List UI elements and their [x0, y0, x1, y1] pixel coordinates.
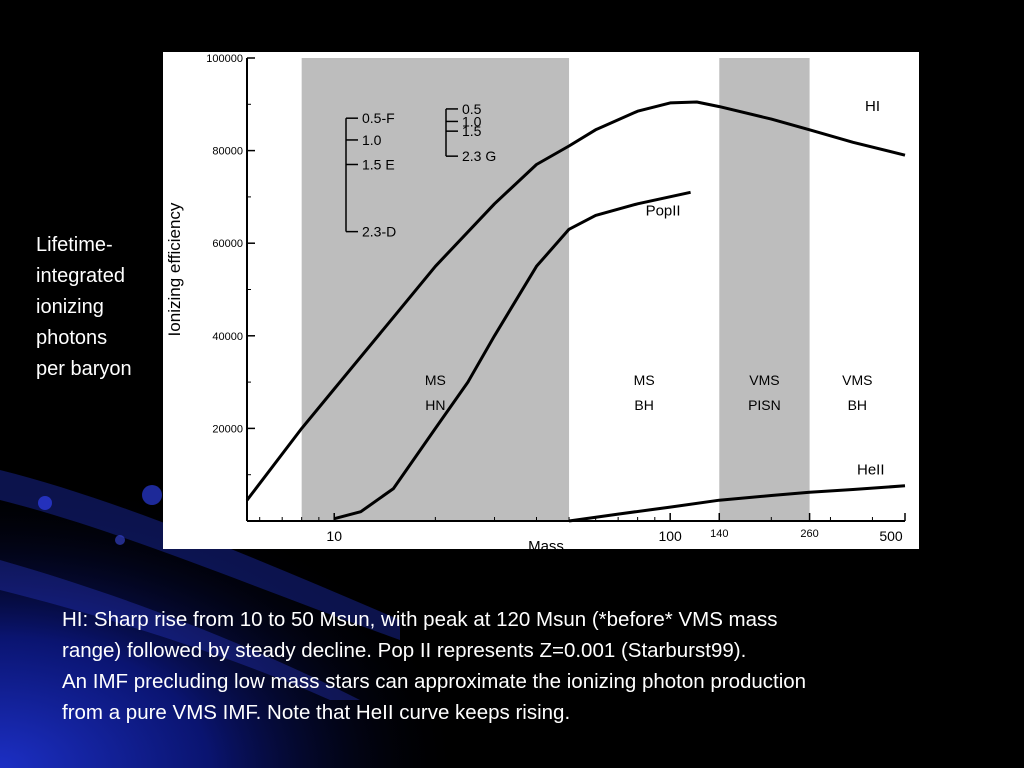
series-label: HeII [857, 462, 885, 479]
x-tick-label: 140 [710, 528, 728, 540]
region-label: HN [425, 397, 445, 413]
region-label: MS [425, 372, 446, 388]
bracket-label: 0.5-F [362, 110, 395, 126]
bracket-label: 2.3-D [362, 224, 396, 240]
series-line-popii [333, 190, 691, 521]
bracket-label: 1.5 E [362, 156, 395, 172]
series-line-heii [568, 484, 906, 523]
shaded-region [301, 58, 570, 521]
chart: MS HN MS BH VMS PISN VMS BH 20000 40000 60000 80000… [163, 52, 919, 549]
y-tick-label: 80000 [212, 146, 243, 158]
y-tick-label: 100000 [206, 53, 243, 65]
x-tick-label: 100 [658, 528, 682, 544]
region-label: PISN [748, 397, 781, 413]
side-label-line: Lifetime- [36, 234, 113, 256]
region-label: BH [848, 397, 867, 413]
chart-svg: MS HN MS BH VMS PISN VMS BH 20000 40000 60000 80000… [165, 53, 906, 549]
x-tick-label: 260 [800, 528, 818, 540]
caption-line: HI: Sharp rise from 10 to 50 Msun, with … [62, 608, 778, 631]
caption: HI: Sharp rise from 10 to 50 Msun, with … [62, 604, 1012, 728]
side-label-line: photons [36, 327, 108, 349]
bracket-label: 0.5 [462, 101, 482, 117]
side-label-line: per baryon [36, 358, 132, 380]
caption-line: range) followed by steady decline. Pop I… [62, 639, 747, 662]
bracket-label: 1.5 [462, 123, 482, 139]
x-tick-label: 500 [879, 528, 903, 544]
y-tick-label: 60000 [212, 238, 243, 250]
side-label: Lifetime- integrated ionizing photons pe… [36, 230, 132, 385]
bracket-label: 1.0 [462, 113, 482, 129]
region-label: MS [634, 372, 655, 388]
region-label: BH [634, 397, 653, 413]
side-label-line: integrated [36, 265, 125, 287]
y-tick-label: 20000 [212, 423, 243, 435]
x-tick-label: 10 [326, 528, 342, 544]
x-axis-label: Mass [528, 538, 564, 549]
series-label: HI [865, 98, 880, 115]
caption-line: from a pure VMS IMF. Note that HeII curv… [62, 701, 571, 724]
y-axis-label: Ionizing efficiency [165, 202, 184, 336]
shaded-region [719, 58, 810, 521]
series-line-hi [245, 100, 906, 502]
bracket-label: 1.0 [362, 132, 382, 148]
bracket-label: 2.3 G [462, 148, 496, 164]
region-label: VMS [842, 372, 872, 388]
series-label: PopII [646, 202, 681, 219]
region-label: VMS [749, 372, 779, 388]
caption-line: An IMF precluding low mass stars can app… [62, 670, 807, 693]
side-label-line: ionizing [36, 296, 104, 318]
y-tick-label: 40000 [212, 331, 243, 343]
